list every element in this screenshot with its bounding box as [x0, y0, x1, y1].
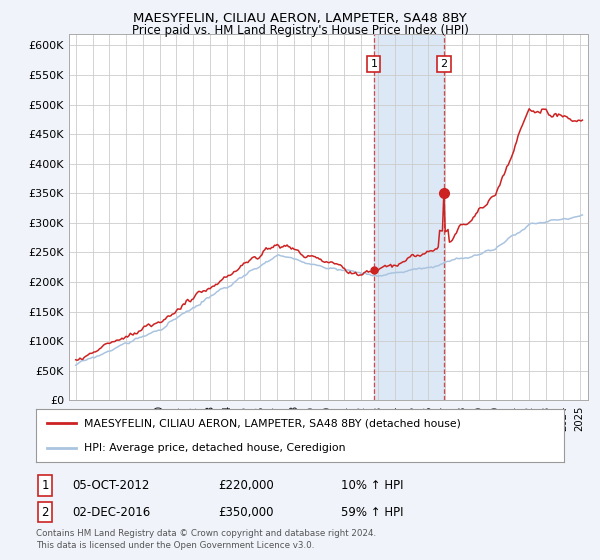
Text: HPI: Average price, detached house, Ceredigion: HPI: Average price, detached house, Cere… [83, 442, 345, 452]
Text: 1: 1 [41, 479, 49, 492]
Text: MAESYFELIN, CILIAU AERON, LAMPETER, SA48 8BY: MAESYFELIN, CILIAU AERON, LAMPETER, SA48… [133, 12, 467, 25]
Text: 59% ↑ HPI: 59% ↑ HPI [341, 506, 403, 519]
Text: 2: 2 [440, 59, 448, 69]
Text: 1: 1 [370, 59, 377, 69]
Text: £220,000: £220,000 [218, 479, 274, 492]
Text: Contains HM Land Registry data © Crown copyright and database right 2024.: Contains HM Land Registry data © Crown c… [36, 530, 376, 539]
Text: 2: 2 [41, 506, 49, 519]
Text: 05-OCT-2012: 05-OCT-2012 [73, 479, 149, 492]
Bar [374, 34, 444, 400]
Text: This data is licensed under the Open Government Licence v3.0.: This data is licensed under the Open Gov… [36, 541, 314, 550]
Text: MAESYFELIN, CILIAU AERON, LAMPETER, SA48 8BY (detached house): MAESYFELIN, CILIAU AERON, LAMPETER, SA48… [83, 418, 460, 428]
Text: Price paid vs. HM Land Registry's House Price Index (HPI): Price paid vs. HM Land Registry's House … [131, 24, 469, 36]
Text: £350,000: £350,000 [218, 506, 274, 519]
Text: 02-DEC-2016: 02-DEC-2016 [72, 506, 150, 519]
Text: 10% ↑ HPI: 10% ↑ HPI [341, 479, 403, 492]
